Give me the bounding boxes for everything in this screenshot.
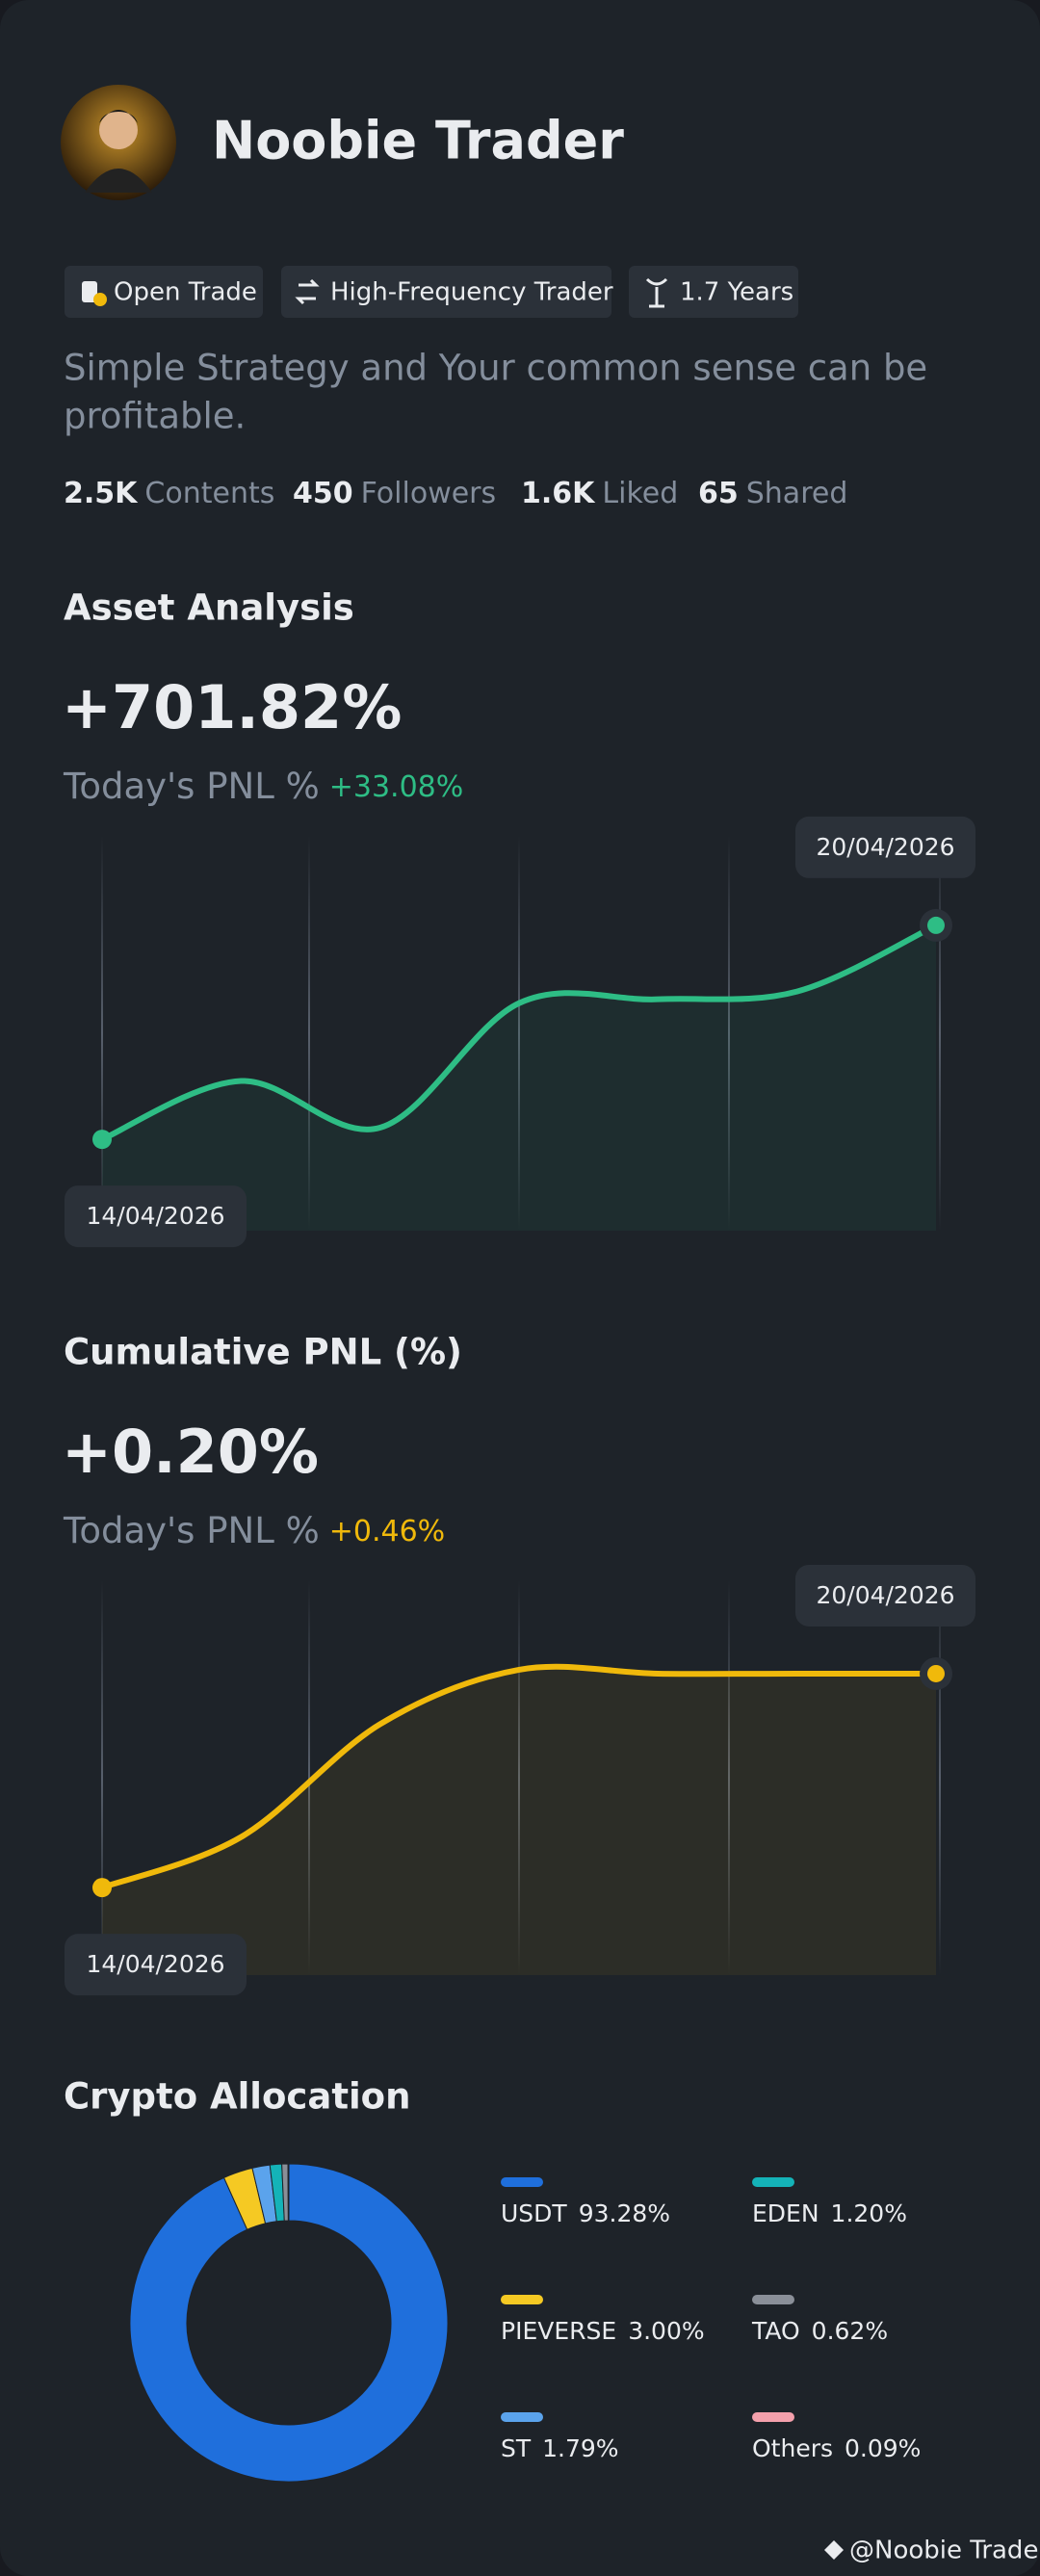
legend-swatch	[752, 2177, 794, 2187]
section-title: Cumulative PNL (%)	[64, 1332, 462, 1373]
legend-label: EDEN	[752, 2199, 819, 2227]
headline-value: +0.20%	[62, 1417, 319, 1487]
point	[927, 916, 945, 934]
date-label: 14/04/2026	[86, 1202, 224, 1230]
legend-label: Others	[752, 2434, 833, 2462]
date-label: 14/04/2026	[86, 1950, 224, 1978]
stat: 450 Followers	[293, 477, 496, 510]
section-title: Crypto Allocation	[64, 2076, 410, 2118]
stat-label: Liked	[602, 477, 678, 510]
stat-value: 1.6K	[521, 477, 596, 510]
legend-value: 0.09%	[845, 2434, 921, 2462]
legend-value: 93.28%	[579, 2199, 670, 2227]
today-pnl: Today's PNL % +33.08%	[63, 766, 463, 807]
line	[100, 923, 938, 1142]
grid-line	[939, 1580, 941, 1975]
stat: 1.6K Liked	[521, 477, 678, 510]
bio: Simple Strategy and Your common sense ca…	[64, 348, 927, 389]
date-label: 20/04/2026	[816, 833, 954, 861]
tag: 1.7 Years	[629, 266, 798, 318]
stat-value: 450	[293, 477, 353, 510]
bio: profitable.	[64, 396, 246, 437]
grid-line	[308, 836, 310, 1231]
tag-label: 1.7 Years	[680, 278, 793, 307]
point	[927, 1664, 945, 1682]
donut-slice	[287, 2163, 290, 2222]
stats: 2.5K Contents 450 Followers 1.6K Liked 65 Share…	[64, 477, 847, 510]
stat-value: 2.5K	[64, 477, 139, 510]
legend-item: TAO 0.62%	[751, 2317, 888, 2345]
legend-swatch	[752, 2412, 794, 2422]
headline-value: +701.82%	[62, 672, 402, 742]
grid-line	[101, 836, 103, 1231]
stat-value: 65	[698, 477, 739, 510]
watermark: @Noobie Trader	[824, 2537, 1040, 2565]
today-pnl: Today's PNL % +0.46%	[63, 1510, 445, 1551]
legend-value: 1.20%	[831, 2199, 907, 2227]
grid-line	[728, 836, 730, 1231]
point	[92, 1878, 112, 1898]
grid-line	[728, 1580, 730, 1975]
today-label: Today's PNL %	[63, 766, 320, 807]
grid-line	[939, 836, 941, 1231]
stat-label: Shared	[746, 477, 848, 510]
point	[92, 1130, 112, 1150]
line-area	[102, 1666, 936, 1975]
legend-swatch	[501, 2177, 543, 2187]
legend-swatch	[752, 2295, 794, 2304]
tag-label: Open Trade	[114, 278, 257, 307]
date-tooltip	[795, 816, 975, 878]
stat-label: Followers	[361, 477, 497, 510]
line	[100, 1663, 936, 1890]
date-label: 20/04/2026	[816, 1581, 954, 1609]
today-value: +33.08%	[329, 770, 464, 804]
tag: High-Frequency Trader	[281, 266, 613, 318]
grid-line	[101, 1580, 103, 1975]
tag-label: High-Frequency Trader	[330, 278, 613, 307]
charts: Asset Analysis +701.82% Today's PNL % +33.0…	[62, 587, 975, 2483]
legend-value: 0.62%	[812, 2317, 888, 2345]
stat-label: Contents	[144, 477, 274, 510]
today-label: Today's PNL %	[63, 1510, 320, 1551]
legend-item: PIEVERSE 3.00%	[501, 2317, 705, 2345]
legend-label: PIEVERSE	[501, 2317, 616, 2345]
avatar	[61, 85, 176, 200]
legend-swatch	[501, 2295, 543, 2304]
section-title: Asset Analysis	[64, 587, 354, 629]
legend-label: TAO	[751, 2317, 800, 2345]
legend-value: 3.00%	[628, 2317, 704, 2345]
legend-item: Others 0.09%	[752, 2434, 921, 2462]
stat: 2.5K Contents	[64, 477, 274, 510]
legend-value: 1.79%	[542, 2434, 618, 2462]
tag: Open Trade	[65, 266, 263, 318]
donut-slice	[129, 2163, 449, 2483]
grid-line	[518, 836, 520, 1231]
date-tooltip	[65, 1185, 247, 1248]
profile-name: Noobie Trader	[212, 111, 624, 171]
legend-swatch	[501, 2412, 543, 2422]
date-tooltip	[65, 1934, 247, 1996]
date-tooltip	[795, 1564, 975, 1626]
stat: 65 Shared	[698, 477, 847, 510]
legend-label: ST	[501, 2434, 532, 2462]
grid-line	[308, 1580, 310, 1975]
today-value: +0.46%	[329, 1515, 445, 1548]
watermark-text: @Noobie Trader	[849, 2537, 1040, 2565]
legend-item: ST 1.79%	[501, 2434, 619, 2462]
legend-item: USDT 93.28%	[501, 2199, 670, 2227]
grid-line	[518, 1580, 520, 1975]
legend-label: USDT	[501, 2199, 567, 2227]
legend-item: EDEN 1.20%	[752, 2199, 907, 2227]
